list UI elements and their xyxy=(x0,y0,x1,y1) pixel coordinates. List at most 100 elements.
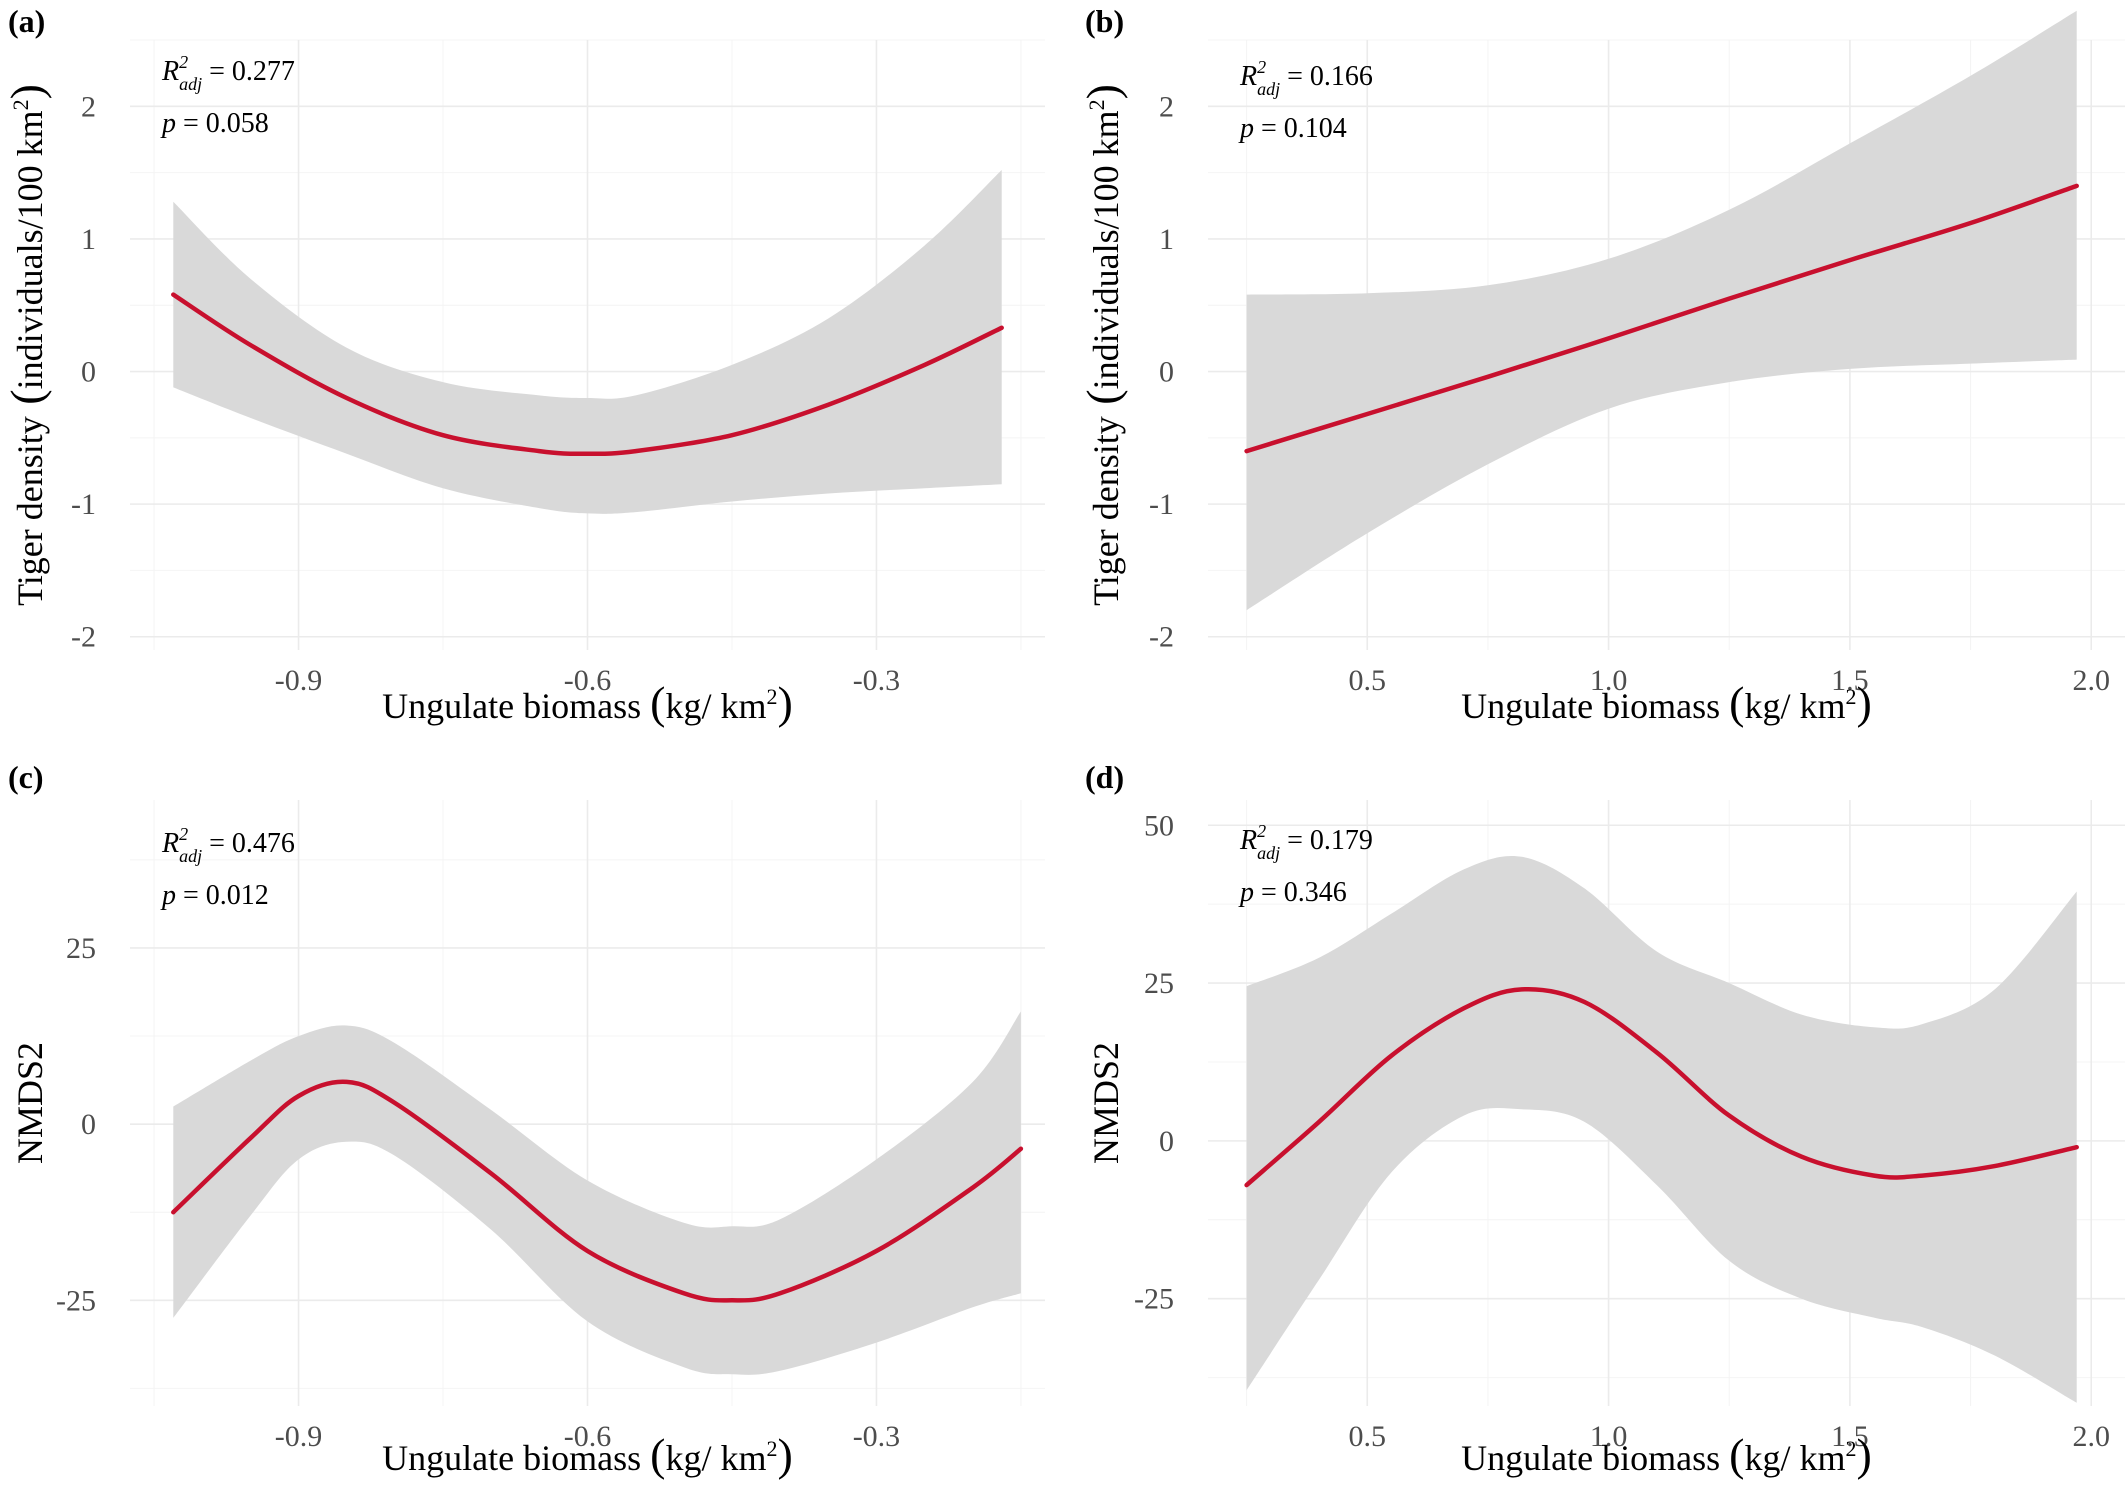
x-axis-paren-open: ( xyxy=(650,677,665,728)
p-annotation: p = 0.012 xyxy=(160,880,269,911)
y-tick-label: -1 xyxy=(1149,488,1174,521)
p-value: = 0.346 xyxy=(1254,877,1347,908)
x-axis-name: Ungulate biomass xyxy=(382,686,650,726)
y-axis-name: NMDS2 xyxy=(1086,1042,1126,1164)
x-tick-label: 1.5 xyxy=(1831,1420,1869,1453)
confidence-band xyxy=(173,170,1002,514)
panel-label: (d) xyxy=(1085,759,1124,795)
y-tick-label: -2 xyxy=(1149,621,1174,654)
y-tick-label: -25 xyxy=(1134,1283,1174,1316)
r2-symbol: R xyxy=(161,828,179,859)
x-tick-label: 2.0 xyxy=(2072,1420,2110,1453)
x-axis-units: kg/ km xyxy=(1744,686,1845,726)
y-tick-label: 25 xyxy=(66,932,96,965)
r2-symbol: R xyxy=(161,56,179,87)
x-axis-title: Ungulate biomass (kg/ km2) xyxy=(1461,677,1872,728)
x-axis-paren-close: ) xyxy=(777,1429,792,1480)
x-axis-exponent: 2 xyxy=(766,684,777,709)
y-tick-label: 0 xyxy=(81,356,96,389)
p-symbol: p xyxy=(160,108,176,139)
y-axis-title: NMDS2 xyxy=(10,1042,50,1164)
y-tick-label: 2 xyxy=(1159,90,1174,123)
x-tick-label: 0.5 xyxy=(1349,1420,1387,1453)
x-tick-label: -0.3 xyxy=(853,664,901,697)
y-tick-label: 1 xyxy=(1159,223,1174,256)
fitted-line xyxy=(171,1079,1024,1303)
r2-symbol: R xyxy=(1239,61,1257,92)
y-tick-label: 0 xyxy=(1159,1125,1174,1158)
y-axis-units: individuals/100 km xyxy=(10,110,50,389)
p-annotation: p = 0.346 xyxy=(1238,877,1347,908)
y-tick-label: 0 xyxy=(1159,356,1174,389)
x-axis-paren-open: ( xyxy=(650,1429,665,1480)
y-axis-exponent: 2 xyxy=(8,99,33,110)
y-axis-paren-close: ) xyxy=(1077,84,1128,99)
y-axis-name: NMDS2 xyxy=(10,1042,50,1164)
r2-annotation: R2 adj = 0.476 xyxy=(161,824,295,866)
r2-superscript: 2 xyxy=(1257,821,1266,841)
y-tick-label: 2 xyxy=(81,90,96,123)
r2-value: = 0.476 xyxy=(202,828,295,859)
y-tick-label: -2 xyxy=(71,621,96,654)
y-axis-title: Tiger density (individuals/100 km2) xyxy=(1,84,52,606)
y-axis-title: Tiger density (individuals/100 km2) xyxy=(1077,84,1128,606)
panel-label: (c) xyxy=(8,759,44,795)
x-axis-exponent: 2 xyxy=(1845,1436,1856,1461)
x-tick-label: -0.6 xyxy=(564,664,612,697)
r2-symbol: R xyxy=(1239,825,1257,856)
panel-label: (a) xyxy=(8,3,45,39)
r2-subscript: adj xyxy=(1257,79,1280,99)
x-axis-name: Ungulate biomass xyxy=(1461,686,1729,726)
y-tick-label: 1 xyxy=(81,223,96,256)
x-axis-units: kg/ km xyxy=(665,1438,766,1478)
r2-superscript: 2 xyxy=(179,824,188,844)
x-axis-paren-close: ) xyxy=(1856,677,1871,728)
fitted-line xyxy=(1244,986,2079,1188)
r2-superscript: 2 xyxy=(179,52,188,72)
x-tick-label: 1.0 xyxy=(1590,664,1628,697)
y-axis-paren-close: ) xyxy=(1,84,52,99)
x-tick-label: 1.0 xyxy=(1590,1420,1628,1453)
r2-subscript: adj xyxy=(179,846,202,866)
x-axis-paren-close: ) xyxy=(1856,1429,1871,1480)
p-symbol: p xyxy=(160,880,176,911)
confidence-band xyxy=(1246,10,2077,611)
y-tick-label: 50 xyxy=(1144,809,1174,842)
y-axis-units: individuals/100 km xyxy=(1086,110,1126,389)
x-tick-label: -0.3 xyxy=(853,1420,901,1453)
p-symbol: p xyxy=(1238,113,1254,144)
x-axis-name: Ungulate biomass xyxy=(382,1438,650,1478)
r2-value: = 0.179 xyxy=(1280,825,1373,856)
x-axis-title: Ungulate biomass (kg/ km2) xyxy=(1461,1429,1872,1480)
p-annotation: p = 0.058 xyxy=(160,108,269,139)
y-tick-label: 25 xyxy=(1144,967,1174,1000)
x-axis-paren-open: ( xyxy=(1729,677,1744,728)
p-value: = 0.058 xyxy=(176,108,269,139)
r2-superscript: 2 xyxy=(1257,57,1266,77)
p-value: = 0.012 xyxy=(176,880,269,911)
r2-subscript: adj xyxy=(1257,843,1280,863)
p-value: = 0.104 xyxy=(1254,113,1347,144)
x-axis-units: kg/ km xyxy=(665,686,766,726)
y-tick-label: 0 xyxy=(81,1108,96,1141)
x-axis-title: Ungulate biomass (kg/ km2) xyxy=(382,677,793,728)
x-axis-units: kg/ km xyxy=(1744,1438,1845,1478)
x-axis-title: Ungulate biomass (kg/ km2) xyxy=(382,1429,793,1480)
r2-annotation: R2 adj = 0.179 xyxy=(1239,821,1373,863)
y-axis-title: NMDS2 xyxy=(1086,1042,1126,1164)
x-tick-label: 0.5 xyxy=(1349,664,1387,697)
x-tick-label: -0.6 xyxy=(564,1420,612,1453)
y-axis-paren-open: ( xyxy=(1,389,52,416)
confidence-band xyxy=(173,1011,1021,1375)
fitted-line xyxy=(171,292,1004,456)
y-axis-name: Tiger density xyxy=(1086,416,1126,606)
x-tick-label: 1.5 xyxy=(1831,664,1869,697)
x-axis-paren-open: ( xyxy=(1729,1429,1744,1480)
x-axis-exponent: 2 xyxy=(1845,684,1856,709)
y-tick-label: -1 xyxy=(71,488,96,521)
